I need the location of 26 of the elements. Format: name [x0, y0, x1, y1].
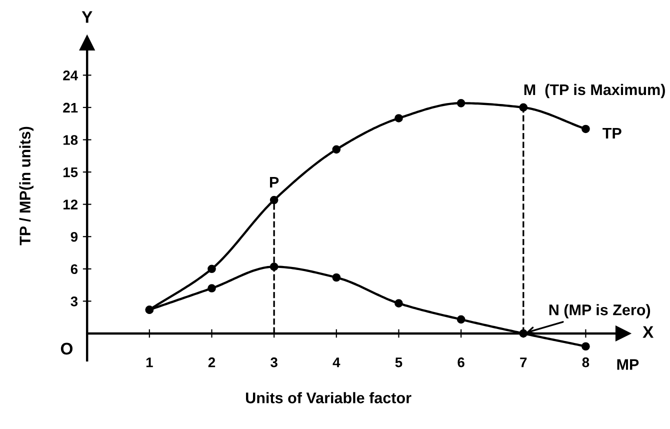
- y-axis-title: TP / MP(in units): [19, 126, 34, 246]
- y-tick-label: 6: [70, 264, 78, 274]
- y-tick-label: 18: [64, 135, 78, 145]
- x-tick-label: 6: [458, 357, 464, 368]
- text: MP: [617, 359, 639, 370]
- text: Y: [82, 11, 92, 23]
- y-tick-label: 24: [63, 70, 78, 80]
- ref-line-label: P: [270, 177, 279, 188]
- x-tick-label: 2: [208, 357, 216, 368]
- y-tick-label: 15: [64, 168, 78, 178]
- x-tick-label: 5: [395, 358, 402, 368]
- x-tick-label: 7: [520, 358, 527, 368]
- x-axis-title: Units of Variable factor: [246, 392, 412, 404]
- text: X: [642, 326, 654, 338]
- y-tick-label: 12: [64, 200, 78, 210]
- x-tick-label: 1: [146, 358, 153, 368]
- annotation: N (MP is Zero): [549, 304, 650, 318]
- y-tick-label: 9: [70, 232, 78, 242]
- text: O: [60, 342, 73, 355]
- x-tick-label: 8: [582, 357, 590, 368]
- ref-line-label: M (TP is Maximum): [524, 84, 665, 98]
- y-tick-label: 3: [70, 296, 78, 306]
- x-tick-label: 4: [332, 358, 340, 368]
- y-tick-label: 21: [63, 102, 78, 112]
- x-tick-label: 3: [270, 357, 278, 368]
- series-label: TP: [602, 128, 622, 138]
